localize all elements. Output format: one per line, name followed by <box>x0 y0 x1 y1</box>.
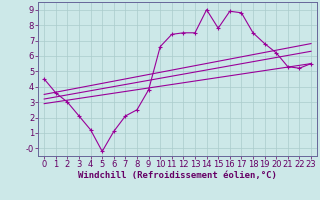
X-axis label: Windchill (Refroidissement éolien,°C): Windchill (Refroidissement éolien,°C) <box>78 171 277 180</box>
